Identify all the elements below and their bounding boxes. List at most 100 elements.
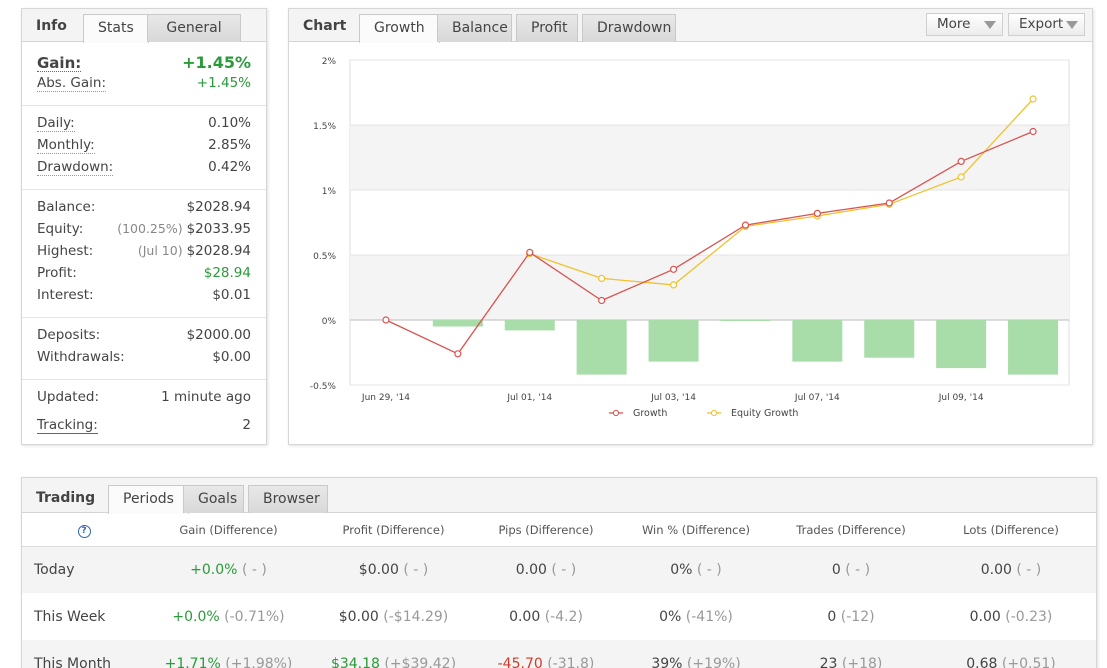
lots-cell: 0.00 ( - ) [926, 546, 1096, 593]
drawdown-bar [576, 320, 627, 375]
highest-date: (Jul 10) [137, 243, 183, 258]
abs-gain-label[interactable]: Abs. Gain: [37, 75, 107, 92]
tab-balance[interactable]: Balance [437, 14, 512, 42]
export-dropdown[interactable]: Export [1008, 13, 1085, 36]
legend-label: Equity Growth [731, 408, 798, 419]
series-line [385, 130, 1034, 355]
chevron-down-icon [984, 21, 996, 29]
drawdown-bar [936, 320, 987, 369]
gain-label[interactable]: Gain: [37, 54, 82, 72]
profit-diff: (+$39.42) [384, 655, 457, 668]
trading-tabbar: Trading Periods Goals Browser [22, 478, 1096, 514]
col-pips: Pips (Difference) [476, 515, 616, 547]
lots-value: 0.00 [969, 608, 1001, 625]
daily-label[interactable]: Daily: [37, 115, 75, 132]
y-tick-label: 2% [322, 57, 337, 67]
balance-row: Balance: $2028.94 [37, 199, 251, 221]
data-point [1029, 127, 1037, 136]
withdrawals-value: $0.00 [212, 349, 251, 365]
export-label: Export [1019, 16, 1064, 32]
data-point [598, 274, 606, 282]
profit-row: Profit: $28.94 [37, 265, 251, 287]
trades-diff: (-12) [840, 608, 875, 625]
more-dropdown[interactable]: More [926, 13, 1003, 36]
chart-tabbar: Chart Growth Balance Profit Drawdown Mor… [289, 9, 1092, 43]
data-point [813, 209, 821, 217]
rates-group: Daily: 0.10% Monthly: 2.85% Drawdown: 0.… [22, 115, 266, 190]
pips-cell: 0.00 ( - ) [476, 546, 616, 593]
y-tick-label: 0.5% [313, 252, 336, 262]
profit-value: $34.18 [330, 655, 380, 668]
lots-diff: (+0.51) [1001, 655, 1056, 668]
lots-cell: 0.68 (+0.51) [926, 640, 1096, 668]
x-tick-label: Jun 29, '14 [361, 393, 410, 403]
gain-value: +1.71% [164, 655, 221, 668]
win-cell: 0% ( - ) [616, 546, 776, 593]
equity-row: Equity: (100.25%) $2033.95 [37, 221, 251, 243]
chevron-down-icon [1066, 21, 1078, 29]
info-body: Gain: +1.45% Abs. Gain: +1.45% Daily: 0.… [22, 53, 266, 462]
tab-goals[interactable]: Goals [183, 485, 244, 513]
drawdown-bar [1008, 320, 1059, 375]
tab-stats[interactable]: Stats [83, 14, 149, 43]
highest-value-wrap: (Jul 10) $2028.94 [138, 243, 251, 259]
data-point [1029, 95, 1037, 103]
abs-gain-row: Abs. Gain: +1.45% [37, 75, 251, 97]
table-row: Today +0.0% ( - ) $0.00 ( - ) 0.00 ( - )… [22, 546, 1096, 593]
win-cell: 0% (-41%) [616, 593, 776, 640]
info-title: Info [36, 18, 67, 34]
data-point [741, 221, 750, 229]
legend-marker [612, 409, 620, 417]
y-tick-label: 1.5% [313, 122, 336, 132]
tab-drawdown[interactable]: Drawdown [582, 14, 676, 42]
tracking-link[interactable]: Tracking: [37, 417, 98, 434]
highest-value: $2028.94 [186, 243, 251, 259]
gain-cell: +0.0% ( - ) [146, 546, 311, 593]
pips-value: 0.00 [509, 608, 541, 625]
data-point [669, 281, 678, 289]
tab-periods[interactable]: Periods [108, 485, 189, 514]
profit-diff: ( - ) [403, 561, 429, 578]
highest-row: Highest: (Jul 10) $2028.94 [37, 243, 251, 265]
tab-growth[interactable]: Growth [359, 14, 440, 43]
x-tick-label: Jul 03, '14 [650, 393, 696, 403]
trades-value: 23 [819, 655, 838, 668]
drawdown-label[interactable]: Drawdown: [37, 159, 114, 176]
pips-value: 0.00 [515, 561, 547, 578]
balance-label: Balance: [37, 199, 96, 215]
data-point [598, 296, 606, 305]
withdrawals-row: Withdrawals: $0.00 [37, 349, 251, 371]
pips-diff: ( - ) [551, 561, 577, 578]
pips-diff: (-4.2) [544, 608, 583, 625]
y-tick-label: -0.5% [310, 382, 337, 392]
plot-band [350, 125, 1069, 190]
tab-general[interactable]: General [147, 14, 241, 42]
deposits-label: Deposits: [37, 327, 101, 343]
interest-value: $0.01 [212, 287, 251, 303]
tracking-value: 2 [242, 417, 251, 433]
win-diff: ( - ) [696, 561, 722, 578]
periods-header: ? Gain (Difference) Profit (Difference) … [22, 515, 1096, 547]
tab-profit[interactable]: Profit [516, 14, 578, 42]
win-diff: (-41%) [685, 608, 733, 625]
x-tick-label: Jul 07, '14 [794, 393, 840, 403]
plot-band [350, 255, 1069, 320]
equity-value: $2033.95 [186, 221, 251, 237]
trading-title: Trading [36, 490, 96, 506]
x-tick-label: Jul 09, '14 [938, 393, 984, 403]
equity-percent: (100.25%) [117, 221, 183, 236]
gain-value: +0.0% [190, 561, 238, 578]
profit-diff: (-$14.29) [383, 608, 449, 625]
help-icon[interactable]: ? [77, 525, 91, 539]
gain-row: Gain: +1.45% [37, 53, 251, 75]
tab-browser[interactable]: Browser [248, 485, 328, 513]
daily-value: 0.10% [208, 115, 251, 131]
chart-title: Chart [303, 18, 347, 34]
table-row: This Month +1.71% (+1.98%) $34.18 (+$39.… [22, 640, 1096, 668]
deposits-value: $2000.00 [186, 327, 251, 343]
monthly-label[interactable]: Monthly: [37, 137, 95, 154]
trades-value: 0 [827, 608, 837, 625]
pips-cell: -45.70 (-31.8) [476, 640, 616, 668]
trades-cell: 0 (-12) [776, 593, 926, 640]
profit-value: $28.94 [203, 265, 251, 281]
